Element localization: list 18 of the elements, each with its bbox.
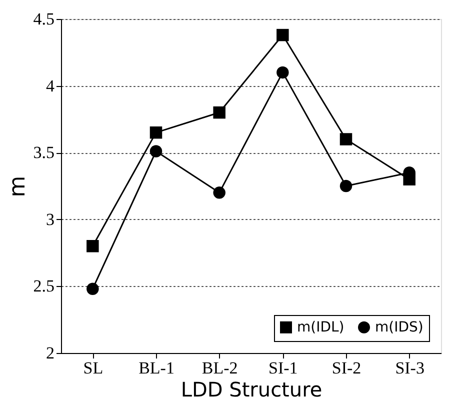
y-tick-label: 3.5 (33, 143, 54, 162)
y-tick-label: 2 (46, 344, 54, 362)
legend-label: m(IDL) (297, 319, 344, 336)
x-axis-title: LDD Structure (180, 378, 322, 402)
legend-label: m(IDS) (375, 319, 424, 336)
x-tick-label: SI-3 (395, 358, 424, 378)
y-tick-label: 2.5 (33, 276, 54, 296)
y-tick-label: 3 (46, 210, 54, 229)
point (86, 282, 99, 295)
y-tick-label: 4 (46, 76, 55, 96)
y-tick-label: 4.5 (33, 10, 54, 28)
x-tick-label: BL-2 (202, 358, 238, 378)
y-axis-title: m (5, 176, 30, 198)
x-tick-label: SI-2 (332, 358, 362, 378)
point (86, 240, 99, 252)
x-tick-label: SI-1 (268, 358, 298, 378)
x-tick-label: SL (83, 358, 104, 378)
x-tick-label: BL-1 (138, 358, 174, 378)
